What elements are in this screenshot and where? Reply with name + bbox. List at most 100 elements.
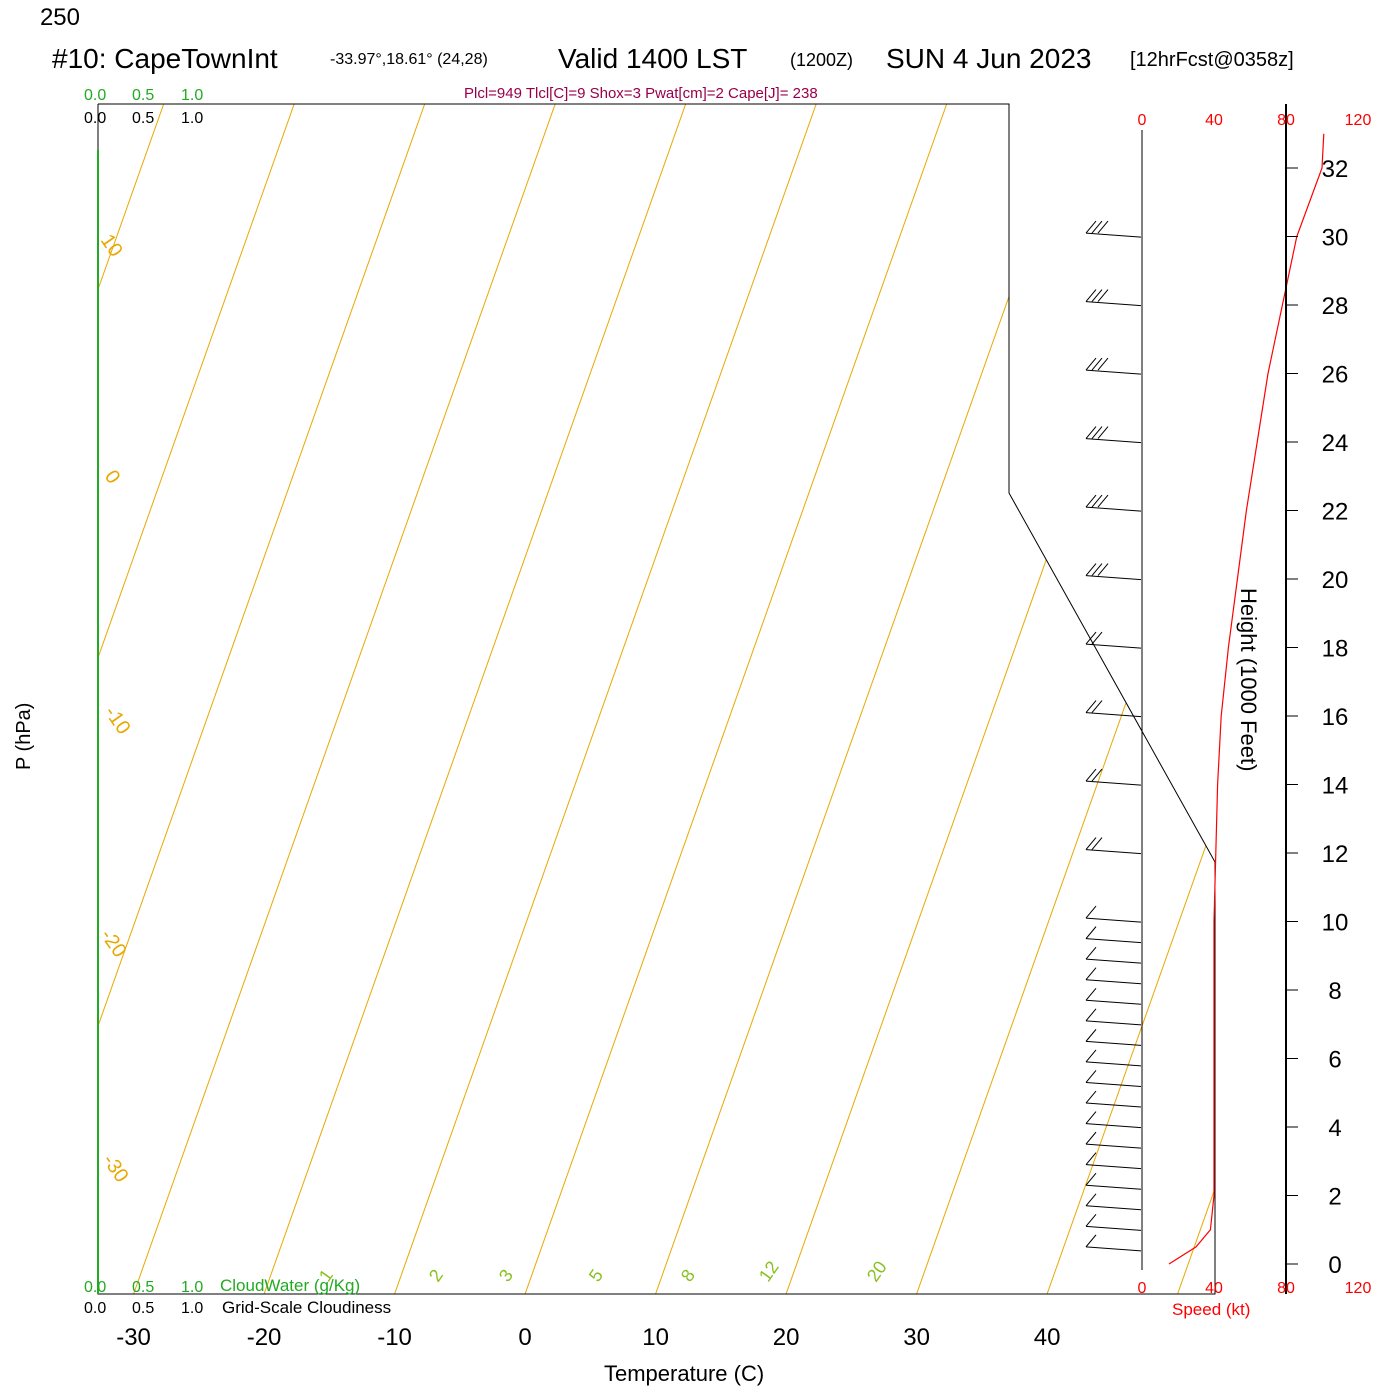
wind-barb (1085, 1193, 1142, 1211)
wind-barb (1085, 905, 1142, 923)
speed-tick-label: 0 (1138, 1280, 1147, 1297)
forecast-text: [12hrFcst@0358z] (1130, 49, 1294, 71)
mixing-ratio-label: 12 (755, 1257, 783, 1285)
wind-barb (1085, 563, 1142, 581)
dry-adiabat-line (991, 0, 1400, 37)
moist-adiabat-line (0, 0, 1105, 16)
height-tick-label: 16 (1322, 704, 1349, 731)
height-axis-label: Height (1000 Feet) (1236, 588, 1261, 771)
wind-barb (1085, 1008, 1142, 1026)
wind-barb (1085, 768, 1142, 786)
wind-barb (1085, 357, 1142, 375)
height-tick-label: 32 (1322, 156, 1349, 183)
speed-tick-label: 40 (1205, 112, 1223, 129)
wind-barb (1085, 1214, 1142, 1231)
temperature-tick-label: -20 (247, 1324, 282, 1351)
dry-adiabat-line (297, 0, 1400, 37)
mixing-ratio-label: 20 (863, 1257, 891, 1285)
mixing-ratio-label: 8 (677, 1266, 699, 1286)
indices-text: Plcl=949 Tlcl[C]=9 Shox=3 Pwat[cm]=2 Cap… (464, 85, 818, 102)
wind-barb (1085, 1131, 1142, 1149)
moist-adiabat-line (0, 0, 975, 16)
dry-adiabat-line (817, 0, 1400, 37)
isotherm-line (785, 104, 1209, 1294)
speed-tick-label: 120 (1345, 112, 1372, 129)
temperature-tick-label: 30 (903, 1324, 930, 1351)
wind-barb (1085, 494, 1142, 512)
sounding-data (1085, 133, 1325, 1265)
height-tick-label: 6 (1328, 1047, 1341, 1074)
cloudwater-tick-label: 1.0 (181, 87, 203, 104)
wind-barb (1085, 926, 1142, 944)
x-axis-label: Temperature (C) (604, 1361, 764, 1386)
moist-adiabat-line (44, 0, 1366, 16)
cloudiness-tick-label: 1.0 (181, 1300, 203, 1317)
cloudwater-tick-label: 0.5 (132, 87, 154, 104)
wind-barb (1085, 1152, 1142, 1170)
mixing-ratio-label: 5 (585, 1266, 607, 1286)
wind-barb (1085, 1049, 1142, 1067)
cloudiness-tick-label: 0.0 (84, 1300, 106, 1317)
isotherm-label: 0 (1006, 325, 1028, 349)
wind-barb (1085, 426, 1142, 444)
wind-barb (1085, 1234, 1142, 1252)
speed-tick-label: 120 (1345, 1280, 1372, 1297)
dry-adiabat-line (0, 0, 1400, 37)
isotherm-line (394, 104, 817, 1294)
moist-adiabat-line (0, 0, 1301, 16)
cloudwater-tick-label: 0.0 (84, 87, 106, 104)
dry-adiabat-line (123, 0, 1400, 37)
dry-adiabat-line (0, 0, 754, 37)
height-tick-label: 0 (1328, 1252, 1341, 1279)
temperature-tick-label: 40 (1034, 1324, 1061, 1351)
wind-barb (1085, 967, 1142, 985)
isotherm-label: -30 (98, 1150, 133, 1186)
isotherm-label: 0 (100, 466, 124, 488)
height-tick-label: 10 (1322, 910, 1349, 937)
cloudwater-tick-label: 0.0 (84, 1279, 106, 1296)
temperature-tick-label: -10 (377, 1324, 412, 1351)
dry-adiabat-line (36, 0, 1400, 37)
wind-barb (1085, 700, 1142, 718)
wind-barb (1085, 946, 1142, 964)
height-tick-label: 8 (1328, 978, 1341, 1005)
dry-adiabat-line (383, 0, 1400, 37)
height-tick-label: 4 (1328, 1115, 1341, 1142)
speed-tick-label: 80 (1277, 1280, 1295, 1297)
wind-barb (1085, 1029, 1142, 1046)
plot-border (97, 103, 1216, 1295)
isotherm-line (0, 104, 33, 1294)
mixing-ratio-label: 3 (495, 1266, 517, 1286)
speed-axis-label: Speed (kt) (1172, 1300, 1250, 1319)
cloudiness-tick-label: 0.5 (132, 110, 154, 127)
moist-adiabat-line (304, 0, 1400, 16)
isotherm-line (98, 104, 426, 1294)
isotherm-line (1308, 104, 1400, 1294)
mixing-ratio-label: 2 (425, 1266, 447, 1286)
wind-barb (1085, 987, 1142, 1005)
isotherm-line (98, 104, 295, 1294)
height-tick-label: 20 (1322, 567, 1349, 594)
dry-adiabat-line (1165, 0, 1400, 37)
wind-barb (1085, 289, 1142, 307)
dry-adiabat-line (1338, 0, 1400, 37)
wind-barb (1085, 1172, 1142, 1190)
dry-adiabat-line (1251, 0, 1400, 37)
moist-adiabat-line (161, 0, 1400, 16)
isotherm-label: -10 (100, 702, 135, 738)
moist-adiabat-line (478, 0, 1400, 16)
wind-barb (1085, 220, 1142, 238)
height-tick-label: 28 (1322, 293, 1349, 320)
cloudwater-tick-label: 0.5 (132, 1279, 154, 1296)
location-text: -33.97°,18.61° (24,28) (330, 51, 488, 68)
dry-adiabat-line (0, 0, 1400, 37)
isotherm-line (524, 104, 948, 1294)
temperature-tick-label: 0 (518, 1324, 531, 1351)
isotherm-label: 30 (1174, 763, 1205, 794)
wind-speed-line (1168, 133, 1325, 1265)
isotherm-line (133, 104, 556, 1294)
isotherm-line (655, 104, 1078, 1294)
moist-adiabat-line (838, 0, 1400, 16)
moist-adiabat-line (667, 0, 1400, 16)
